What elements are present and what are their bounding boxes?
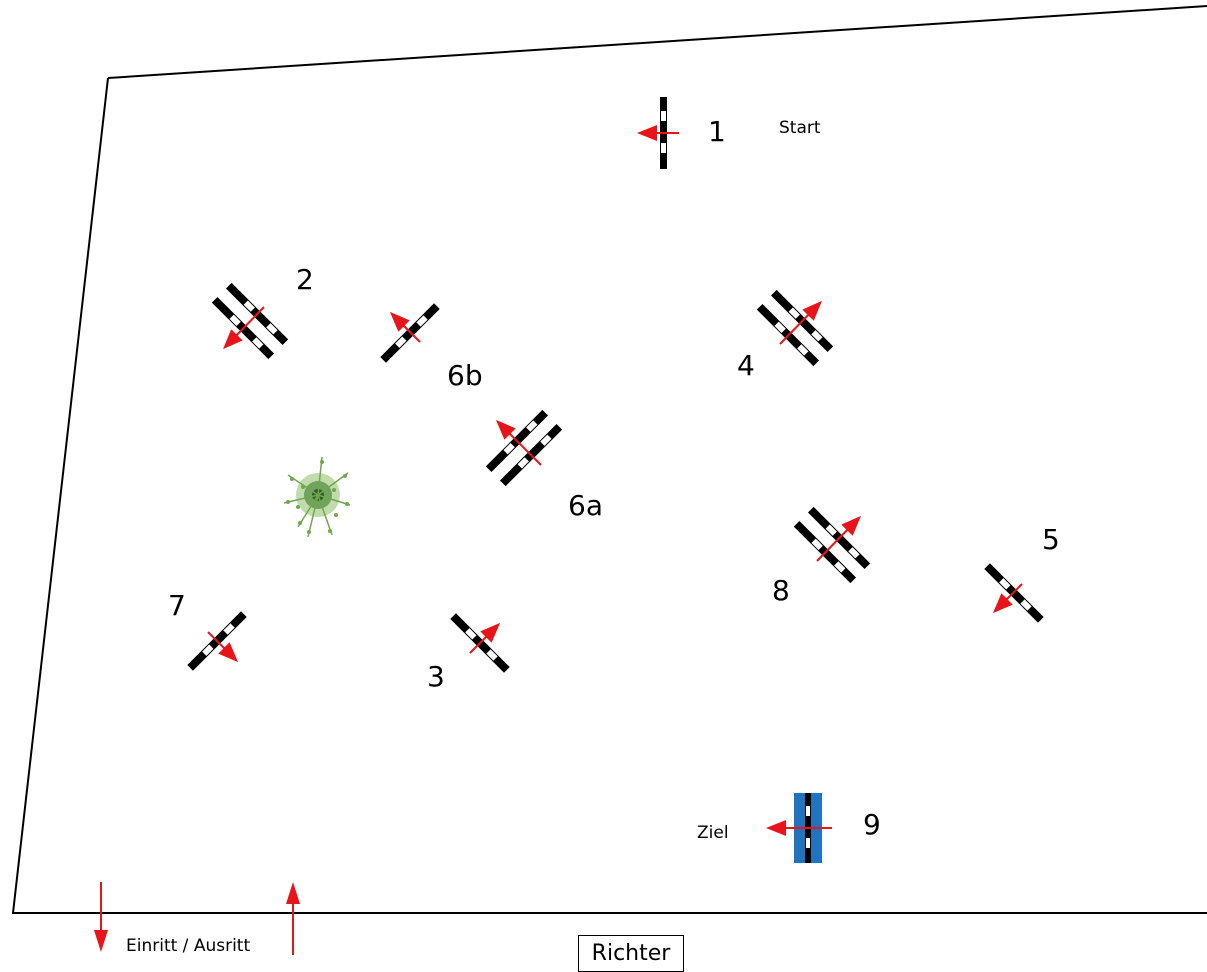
obstacle-9-label: 9 <box>863 808 881 841</box>
bush-icon <box>283 456 351 538</box>
obstacle-2-label: 2 <box>296 263 314 296</box>
obstacle-6a-label: 6a <box>568 489 603 522</box>
exit-arrow-icon <box>286 882 300 955</box>
obstacle-8-direction-arrow <box>816 515 861 562</box>
obstacle-6a-direction-arrow <box>495 419 542 466</box>
obstacle-8-label: 8 <box>772 574 790 607</box>
obstacle-6b-direction-arrow <box>389 311 421 343</box>
arena-border <box>107 5 1207 79</box>
entry-arrow-icon <box>94 882 108 952</box>
obstacle-5-direction-arrow <box>992 583 1023 614</box>
obstacle-1-label: 1 <box>708 115 726 148</box>
obstacle-4-direction-arrow <box>779 300 822 345</box>
entry-exit-label: Einritt / Ausritt <box>126 936 250 956</box>
arena-border-left <box>11 77 1207 914</box>
obstacle-2-direction-arrow <box>223 306 265 350</box>
obstacle-3-label: 3 <box>427 660 445 693</box>
obstacle-4-label: 4 <box>737 349 755 382</box>
obstacle-6b-label: 6b <box>447 359 483 392</box>
finish-label: Ziel <box>697 823 729 843</box>
start-label: Start <box>779 118 821 138</box>
obstacle-7-direction-arrow <box>207 631 239 663</box>
obstacle-5-label: 5 <box>1042 523 1060 556</box>
obstacle-3-direction-arrow <box>469 622 501 654</box>
judge-box: Richter <box>578 935 684 972</box>
obstacle-1[interactable] <box>637 97 679 169</box>
obstacle-7-label: 7 <box>168 589 186 622</box>
